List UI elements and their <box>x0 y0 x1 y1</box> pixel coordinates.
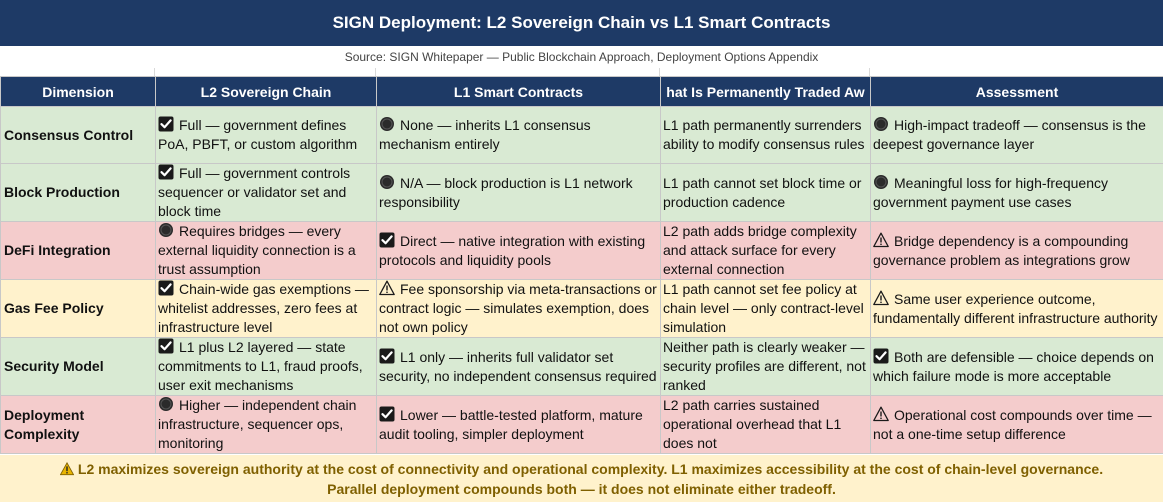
header-traded: hat Is Permanently Traded Aw <box>660 76 871 107</box>
table-row: Gas Fee Policy Chain-wide gas exemptions … <box>0 279 1163 338</box>
traded-text: L1 path permanently surrenders ability t… <box>663 117 865 152</box>
l2-text: Requires bridges — every external liquid… <box>158 223 356 277</box>
summary-footer: L2 maximizes sovereign authority at the … <box>0 455 1163 502</box>
assessment-cell: High-impact tradeoff — consensus is the … <box>870 106 1163 164</box>
l1-cell: L1 only — inherits full validator set se… <box>376 337 661 396</box>
l2-cell: Requires bridges — every external liquid… <box>155 221 377 280</box>
dimension-cell: DeFi Integration <box>0 221 156 280</box>
warning-triangle-icon <box>379 280 395 296</box>
traded-text: L1 path cannot set fee policy at chain l… <box>663 281 864 335</box>
footer-line-1: L2 maximizes sovereign authority at the … <box>59 459 1104 479</box>
l1-text: Fee sponsorship via meta-transactions or… <box>379 281 657 335</box>
l1-cell: Direct — native integration with existin… <box>376 221 661 280</box>
dark-circle-icon <box>874 174 888 189</box>
assessment-cell: Both are defensible — choice depends on … <box>870 337 1163 396</box>
traded-cell: L2 path adds bridge complexity and attac… <box>660 221 871 280</box>
header-l1: L1 Smart Contracts <box>376 76 661 107</box>
l2-cell: Higher — independent chain infrastructur… <box>155 395 377 454</box>
l2-text: Full — government defines PoA, PBFT, or … <box>158 117 358 152</box>
assessment-cell: Bridge dependency is a compounding gover… <box>870 221 1163 280</box>
check-box-icon <box>158 164 174 180</box>
l2-text: Chain-wide gas exemptions — whitelist ad… <box>158 281 369 335</box>
assessment-cell: Meaningful loss for high-frequency gover… <box>870 163 1163 222</box>
comparison-table: Dimension L2 Sovereign Chain L1 Smart Co… <box>0 76 1163 454</box>
traded-cell: Neither path is clearly weaker — securit… <box>660 337 871 396</box>
warning-triangle-icon <box>873 290 889 305</box>
source-note: Source: SIGN Whitepaper — Public Blockch… <box>0 46 1163 69</box>
dark-circle-icon <box>874 117 888 131</box>
check-box-icon <box>158 338 174 354</box>
header-dimension: Dimension <box>0 76 156 107</box>
assessment-text: High-impact tradeoff — consensus is the … <box>873 117 1146 152</box>
empty-spacer-row <box>0 68 1163 76</box>
warning-triangle-icon <box>873 406 889 421</box>
l2-cell: L1 plus L2 layered — state commitments t… <box>155 337 377 396</box>
traded-cell: L1 path cannot set fee policy at chain l… <box>660 279 871 338</box>
l2-cell: Chain-wide gas exemptions — whitelist ad… <box>155 279 377 338</box>
l2-text: L1 plus L2 layered — state commitments t… <box>158 339 363 393</box>
traded-cell: L1 path permanently surrenders ability t… <box>660 106 871 164</box>
table-row: Deployment Complexity Higher — independen… <box>0 395 1163 454</box>
dimension-cell: Consensus Control <box>0 106 156 164</box>
check-box-icon <box>379 348 395 363</box>
assessment-text: Operational cost compounds over time — n… <box>873 406 1152 442</box>
dimension-cell: Security Model <box>0 337 156 396</box>
l2-text: Higher — independent chain infrastructur… <box>158 397 357 451</box>
table-row: Consensus Control Full — government defin… <box>0 106 1163 164</box>
traded-cell: L2 path carries sustained operational ov… <box>660 395 871 454</box>
page-title: SIGN Deployment: L2 Sovereign Chain vs L… <box>0 0 1163 46</box>
table-row: Security Model L1 plus L2 layered — state… <box>0 337 1163 396</box>
check-box-icon <box>379 232 395 247</box>
assessment-text: Same user experience outcome, fundamenta… <box>873 290 1158 326</box>
table-row: Block Production Full — government contro… <box>0 163 1163 222</box>
assessment-text: Both are defensible — choice depends on … <box>873 348 1154 384</box>
assessment-text: Meaningful loss for high-frequency gover… <box>873 174 1109 210</box>
traded-cell: L1 path cannot set block time or product… <box>660 163 871 222</box>
l1-cell: Lower — battle-tested platform, mature a… <box>376 395 661 454</box>
header-assessment: Assessment <box>870 76 1163 107</box>
assessment-cell: Same user experience outcome, fundamenta… <box>870 279 1163 338</box>
dimension-cell: Gas Fee Policy <box>0 279 156 338</box>
l1-text: Lower — battle-tested platform, mature a… <box>379 406 643 442</box>
dimension-cell: Block Production <box>0 163 156 222</box>
assessment-text: Bridge dependency is a compounding gover… <box>873 232 1130 268</box>
table-row: DeFi Integration Requires bridges — every… <box>0 221 1163 280</box>
l1-text: None — inherits L1 consensus mechanism e… <box>379 117 591 152</box>
check-box-icon <box>379 406 395 421</box>
traded-text: L1 path cannot set block time or product… <box>663 174 862 210</box>
l1-text: N/A — block production is L1 network res… <box>379 174 633 210</box>
dark-circle-icon <box>380 174 394 189</box>
l2-cell: Full — government defines PoA, PBFT, or … <box>155 106 377 164</box>
dark-circle-icon <box>159 397 173 411</box>
check-box-icon <box>158 116 174 132</box>
l2-text: Full — government controls sequencer or … <box>158 165 351 219</box>
check-box-icon <box>158 280 174 296</box>
l1-text: Direct — native integration with existin… <box>379 232 646 268</box>
dark-circle-icon <box>159 223 173 237</box>
check-box-icon <box>873 348 889 363</box>
warning-triangle-icon <box>59 461 74 475</box>
traded-text: Neither path is clearly weaker — securit… <box>663 339 866 393</box>
dimension-cell: Deployment Complexity <box>0 395 156 454</box>
traded-text: L2 path carries sustained operational ov… <box>663 397 842 451</box>
l1-cell: Fee sponsorship via meta-transactions or… <box>376 279 661 338</box>
warning-triangle-icon <box>873 232 889 247</box>
l1-cell: N/A — block production is L1 network res… <box>376 163 661 222</box>
footer-text-2: Parallel deployment compounds both — it … <box>327 480 836 497</box>
header-l2: L2 Sovereign Chain <box>155 76 377 107</box>
header-row: Dimension L2 Sovereign Chain L1 Smart Co… <box>0 76 1163 107</box>
dark-circle-icon <box>380 117 394 131</box>
l1-cell: None — inherits L1 consensus mechanism e… <box>376 106 661 164</box>
footer-text-1: L2 maximizes sovereign authority at the … <box>77 460 1104 477</box>
assessment-cell: Operational cost compounds over time — n… <box>870 395 1163 454</box>
table-body: Consensus Control Full — government defin… <box>0 106 1163 454</box>
traded-text: L2 path adds bridge complexity and attac… <box>663 223 857 277</box>
l1-text: L1 only — inherits full validator set se… <box>379 348 657 384</box>
l2-cell: Full — government controls sequencer or … <box>155 163 377 222</box>
